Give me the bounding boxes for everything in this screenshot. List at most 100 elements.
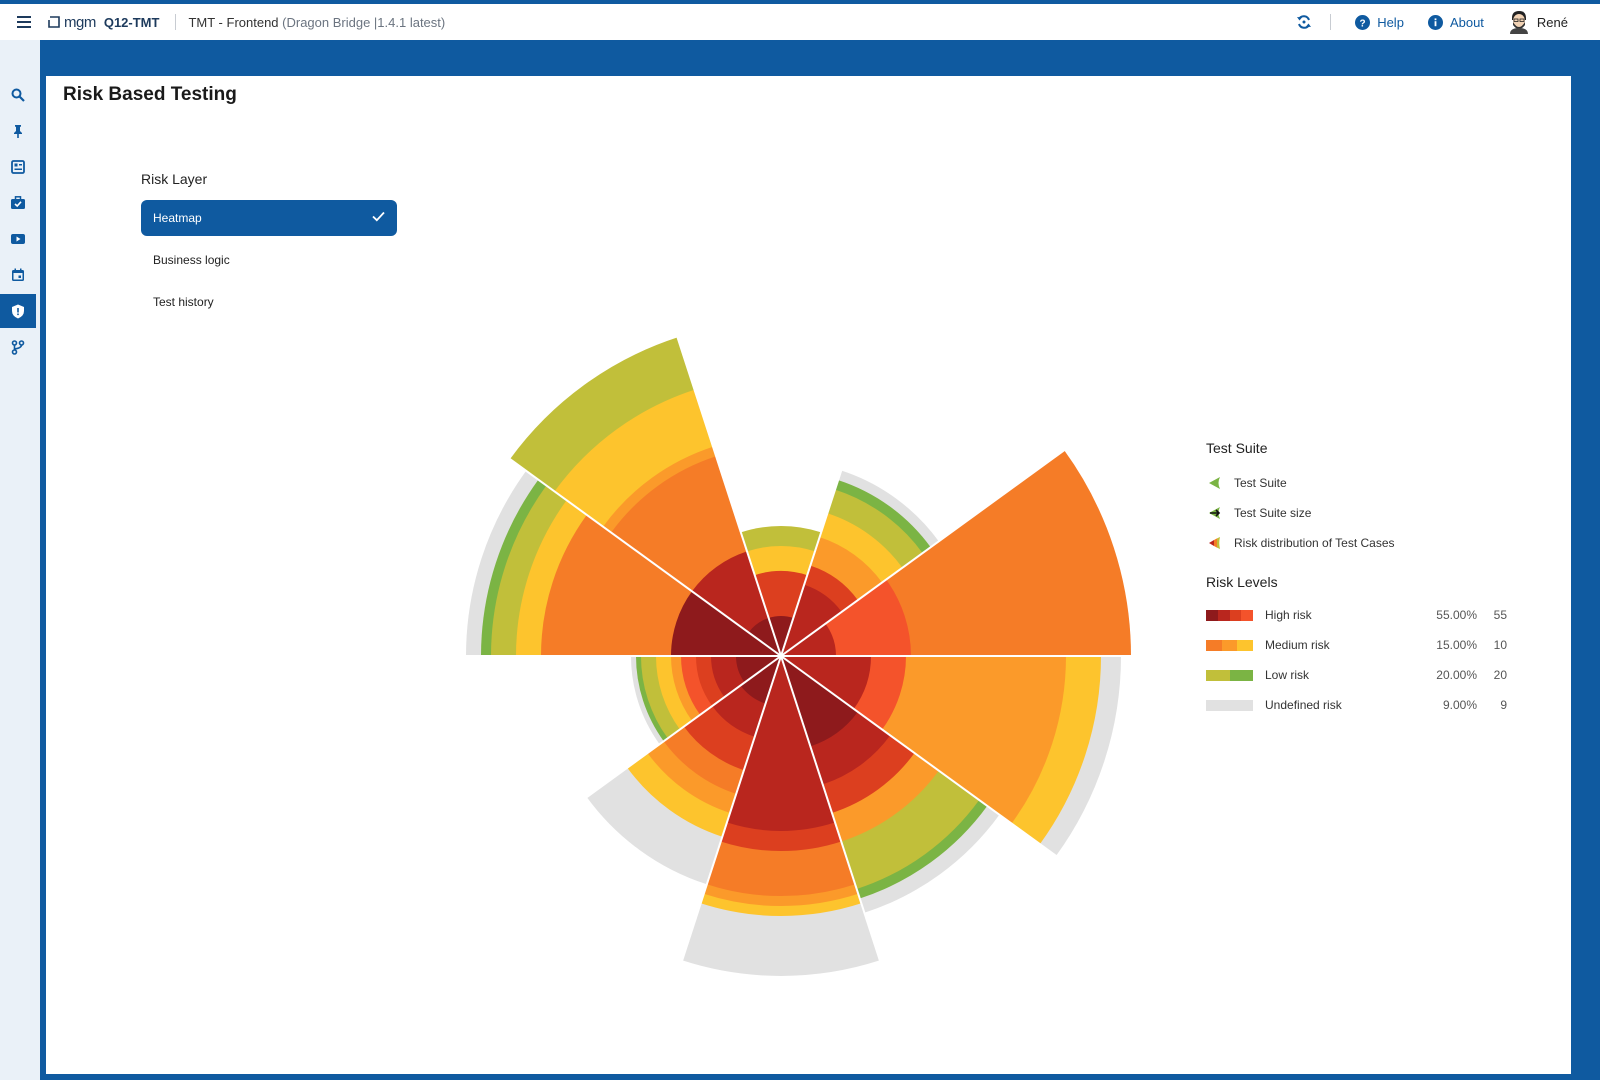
risk-level-label: Undefined risk [1265, 698, 1342, 712]
test-suite-size-icon [1209, 507, 1221, 519]
logo-text: mgm [64, 13, 96, 31]
chart-segment[interactable] [630, 656, 781, 745]
app-logo[interactable]: mgm Q12-TMT [48, 14, 159, 31]
chart-segment-divider [780, 655, 1073, 869]
project-selector[interactable]: TMT - Frontend (Dragon Bridge |1.4.1 lat… [188, 15, 445, 30]
risk-swatch-low [1206, 669, 1253, 681]
risk-layer-title: Risk Layer [141, 171, 208, 187]
chart-ring-band [671, 591, 781, 656]
project-detail: (Dragon Bridge |1.4.1 latest) [282, 14, 446, 30]
page-title: Risk Based Testing [63, 84, 237, 105]
board-icon [11, 160, 25, 174]
sidebar-item-test-plans[interactable] [0, 186, 36, 220]
risk-layer-option-business-logic[interactable]: Business logic [141, 242, 397, 278]
header-divider [175, 14, 177, 30]
risk-swatch-high [1206, 609, 1253, 621]
risk-level-low: Low risk 20.00% 20 [1206, 660, 1536, 690]
risk-level-label: High risk [1265, 608, 1312, 622]
pin-icon [14, 125, 22, 138]
chart-ring-band [768, 616, 794, 656]
chart-segment[interactable] [781, 450, 1131, 656]
chart-segment-divider [668, 655, 782, 999]
risk-swatch-undefined [1206, 699, 1253, 711]
risk-level-undefined: Undefined risk 9.00% 9 [1206, 690, 1536, 720]
sidebar-item-branches[interactable] [0, 330, 36, 364]
sidebar-item-calendar[interactable] [0, 258, 36, 292]
risk-layer-option-test-history[interactable]: Test history [141, 284, 397, 320]
sidebar-item-pinned[interactable] [0, 114, 36, 148]
checkmark-icon [372, 211, 385, 222]
help-button[interactable]: ? Help [1355, 14, 1404, 30]
search-icon [11, 88, 25, 102]
project-name: TMT - Frontend [188, 14, 279, 30]
sidebar-item-search[interactable] [0, 78, 36, 112]
chart-ring-band [781, 656, 871, 709]
logo-icon [48, 16, 60, 28]
sidebar-item-risk-based-testing[interactable] [0, 294, 36, 328]
chart-ring-band [748, 618, 781, 656]
legend-item-risk-distribution: Risk distribution of Test Cases [1206, 528, 1536, 558]
sync-icon [1297, 15, 1312, 29]
risk-distribution-icon [1209, 537, 1220, 549]
chart-segment-divider [668, 313, 782, 657]
risk-layer-option-label: Heatmap [153, 211, 202, 225]
user-name: René [1536, 14, 1568, 30]
main-panel: Risk Based Testing Risk Layer Heatmap Bu… [46, 76, 1571, 1074]
calendar-icon [12, 268, 24, 281]
sidebar-item-board[interactable] [0, 150, 36, 184]
risk-heatmap-chart[interactable] [396, 266, 1196, 1026]
legend-item-label: Risk distribution of Test Cases [1234, 536, 1395, 550]
chart-ring-band [754, 571, 808, 656]
legend-item-test-suite: Test Suite [1206, 468, 1536, 498]
risk-level-label: Low risk [1265, 668, 1310, 682]
legend: Test Suite Test Suite Test Suite size Ri… [1206, 440, 1536, 720]
menu-icon[interactable] [0, 4, 48, 40]
chart-segment-divider [780, 313, 894, 657]
user-menu[interactable]: René [1508, 10, 1568, 34]
chart-segment[interactable] [586, 656, 781, 885]
test-suite-legend-title: Test Suite [1206, 440, 1268, 456]
help-icon: ? [1355, 14, 1371, 30]
risk-level-medium: Medium risk 15.00% 10 [1206, 630, 1536, 660]
about-button[interactable]: About [1427, 14, 1484, 30]
legend-item-label: Test Suite [1234, 476, 1287, 490]
test-suite-icon [1209, 477, 1220, 489]
chart-segment[interactable] [510, 337, 781, 656]
chart-ring-band [781, 656, 858, 747]
chart-ring-band [781, 623, 836, 656]
risk-level-percent: 15.00% [1436, 638, 1477, 652]
product-name: Q12-TMT [103, 14, 160, 30]
chart-segment[interactable] [740, 526, 822, 656]
chart-segment[interactable] [466, 470, 781, 656]
risk-level-count: 9 [1500, 698, 1507, 712]
play-icon [11, 234, 25, 244]
help-label: Help [1377, 14, 1404, 30]
risk-swatch-medium [1206, 639, 1254, 651]
risk-level-count: 20 [1493, 668, 1507, 682]
svg-text:?: ? [1360, 18, 1366, 29]
risk-layer-option-label: Business logic [153, 253, 230, 267]
chart-segment[interactable] [781, 656, 1000, 913]
chart-segment[interactable] [781, 470, 939, 657]
risk-layer-list: Heatmap Business logic Test history [141, 200, 397, 326]
branch-icon [11, 339, 25, 355]
risk-level-count: 55 [1493, 608, 1507, 622]
chart-segment[interactable] [682, 656, 880, 976]
avatar [1509, 11, 1528, 34]
risk-layer-option-heatmap[interactable]: Heatmap [141, 200, 397, 236]
legend-item-label: Test Suite size [1234, 506, 1312, 520]
header-divider [1330, 14, 1332, 30]
sync-button[interactable] [1296, 14, 1312, 30]
risk-level-percent: 20.00% [1436, 668, 1477, 682]
risk-level-percent: 55.00% [1436, 608, 1477, 622]
about-label: About [1449, 14, 1484, 30]
chart-segment-divider [489, 443, 782, 657]
chart-ring-band [736, 656, 781, 683]
chart-segment-divider [780, 443, 1073, 657]
risk-level-label: Medium risk [1265, 638, 1330, 652]
briefcase-check-icon [11, 196, 25, 209]
legend-item-test-suite-size: Test Suite size [1206, 498, 1536, 528]
chart-segment[interactable] [781, 656, 1121, 856]
sidebar-item-execution[interactable] [0, 222, 36, 256]
risk-layer-option-label: Test history [153, 295, 214, 309]
